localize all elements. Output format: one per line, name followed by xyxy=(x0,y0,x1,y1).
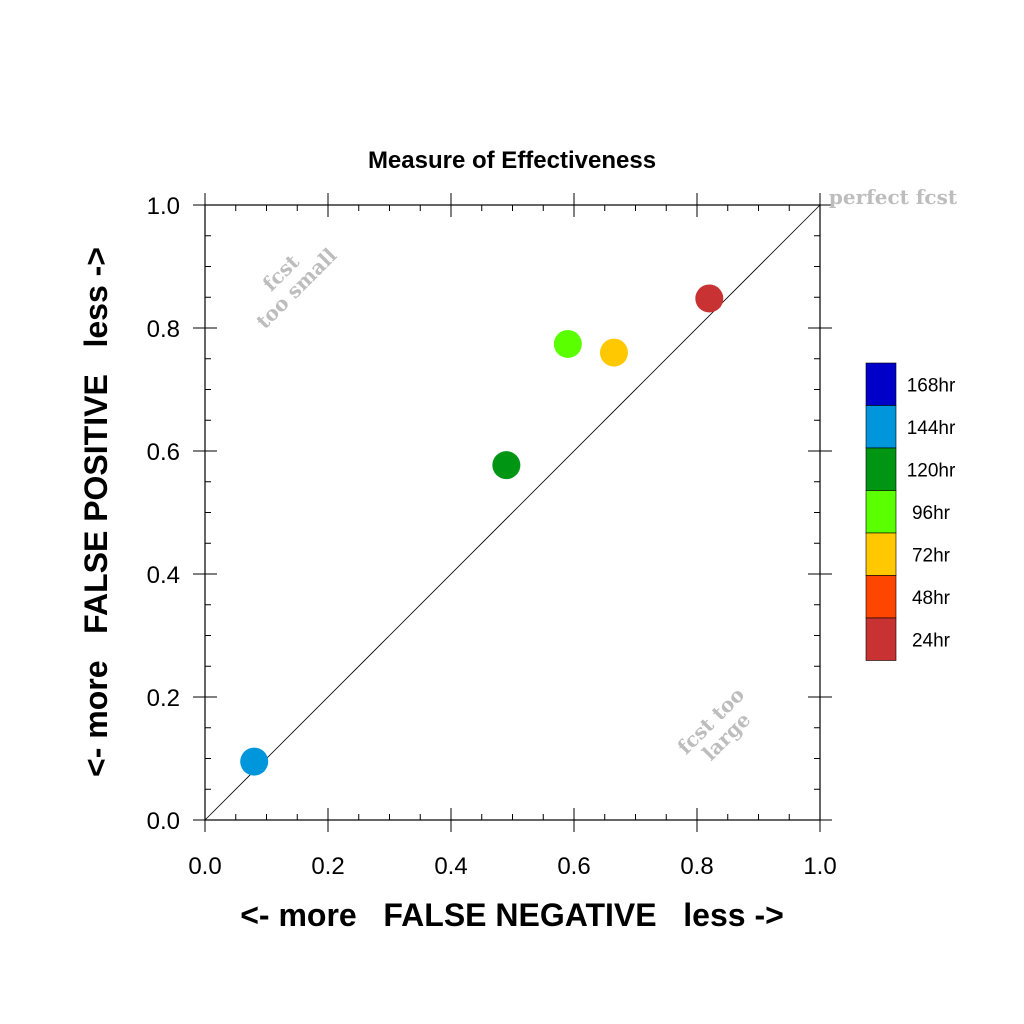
major-ticks xyxy=(193,193,832,832)
y-tick-label: 1.0 xyxy=(147,193,180,220)
legend-label-120hr: 120hr xyxy=(907,460,956,481)
x-tick-label: 0.4 xyxy=(434,853,467,880)
point-24hr xyxy=(695,284,724,313)
legend-label-96hr: 96hr xyxy=(912,503,951,524)
data-points xyxy=(240,284,724,776)
y-tick-label: 0.6 xyxy=(147,439,180,466)
x-tick-labels: 0.0 0.2 0.4 0.6 0.8 1.0 xyxy=(188,853,836,880)
too-small-line-2: too small xyxy=(251,243,341,333)
x-tick-label: 0.0 xyxy=(188,853,221,880)
legend-label-48hr: 48hr xyxy=(912,588,951,609)
x-tick-label: 0.8 xyxy=(680,853,713,880)
legend-label-168hr: 168hr xyxy=(907,375,956,396)
legend-label-144hr: 144hr xyxy=(907,418,956,439)
y-tick-label: 0.8 xyxy=(147,316,180,343)
legend-label-24hr: 24hr xyxy=(912,630,951,651)
x-tick-label: 1.0 xyxy=(803,853,836,880)
x-tick-label: 0.2 xyxy=(311,853,344,880)
point-144hr xyxy=(240,747,269,776)
too-small-annotation: fcst too small xyxy=(251,243,341,333)
perfect-forecast-annotation: perfect fcst xyxy=(829,185,958,209)
too-large-annotation: fcst too large xyxy=(673,683,756,766)
x-tick-label: 0.6 xyxy=(557,853,590,880)
legend: 168hr 144hr 120hr 96hr 72hr 48hr 24hr xyxy=(865,362,956,661)
legend-swatch-144hr xyxy=(865,405,897,449)
legend-swatch-72hr xyxy=(865,532,897,576)
legend-swatch-24hr xyxy=(865,617,897,661)
y-axis-label: <- more FALSE POSITIVE less -> xyxy=(78,247,114,777)
x-axis-label: <- more FALSE NEGATIVE less -> xyxy=(240,897,784,933)
y-tick-label: 0.4 xyxy=(147,562,180,589)
y-tick-labels: 0.0 0.2 0.4 0.6 0.8 1.0 xyxy=(147,193,180,835)
legend-swatch-168hr xyxy=(865,362,897,406)
chart-title: Measure of Effectiveness xyxy=(368,147,656,174)
point-96hr xyxy=(553,329,582,358)
point-72hr xyxy=(599,338,628,367)
legend-swatch-48hr xyxy=(865,575,897,619)
y-tick-label: 0.0 xyxy=(147,808,180,835)
minor-ticks xyxy=(205,205,820,820)
legend-swatch-120hr xyxy=(865,447,897,491)
point-120hr xyxy=(492,451,521,480)
y-tick-label: 0.2 xyxy=(147,685,180,712)
legend-swatch-96hr xyxy=(865,490,897,534)
legend-label-72hr: 72hr xyxy=(912,545,951,566)
